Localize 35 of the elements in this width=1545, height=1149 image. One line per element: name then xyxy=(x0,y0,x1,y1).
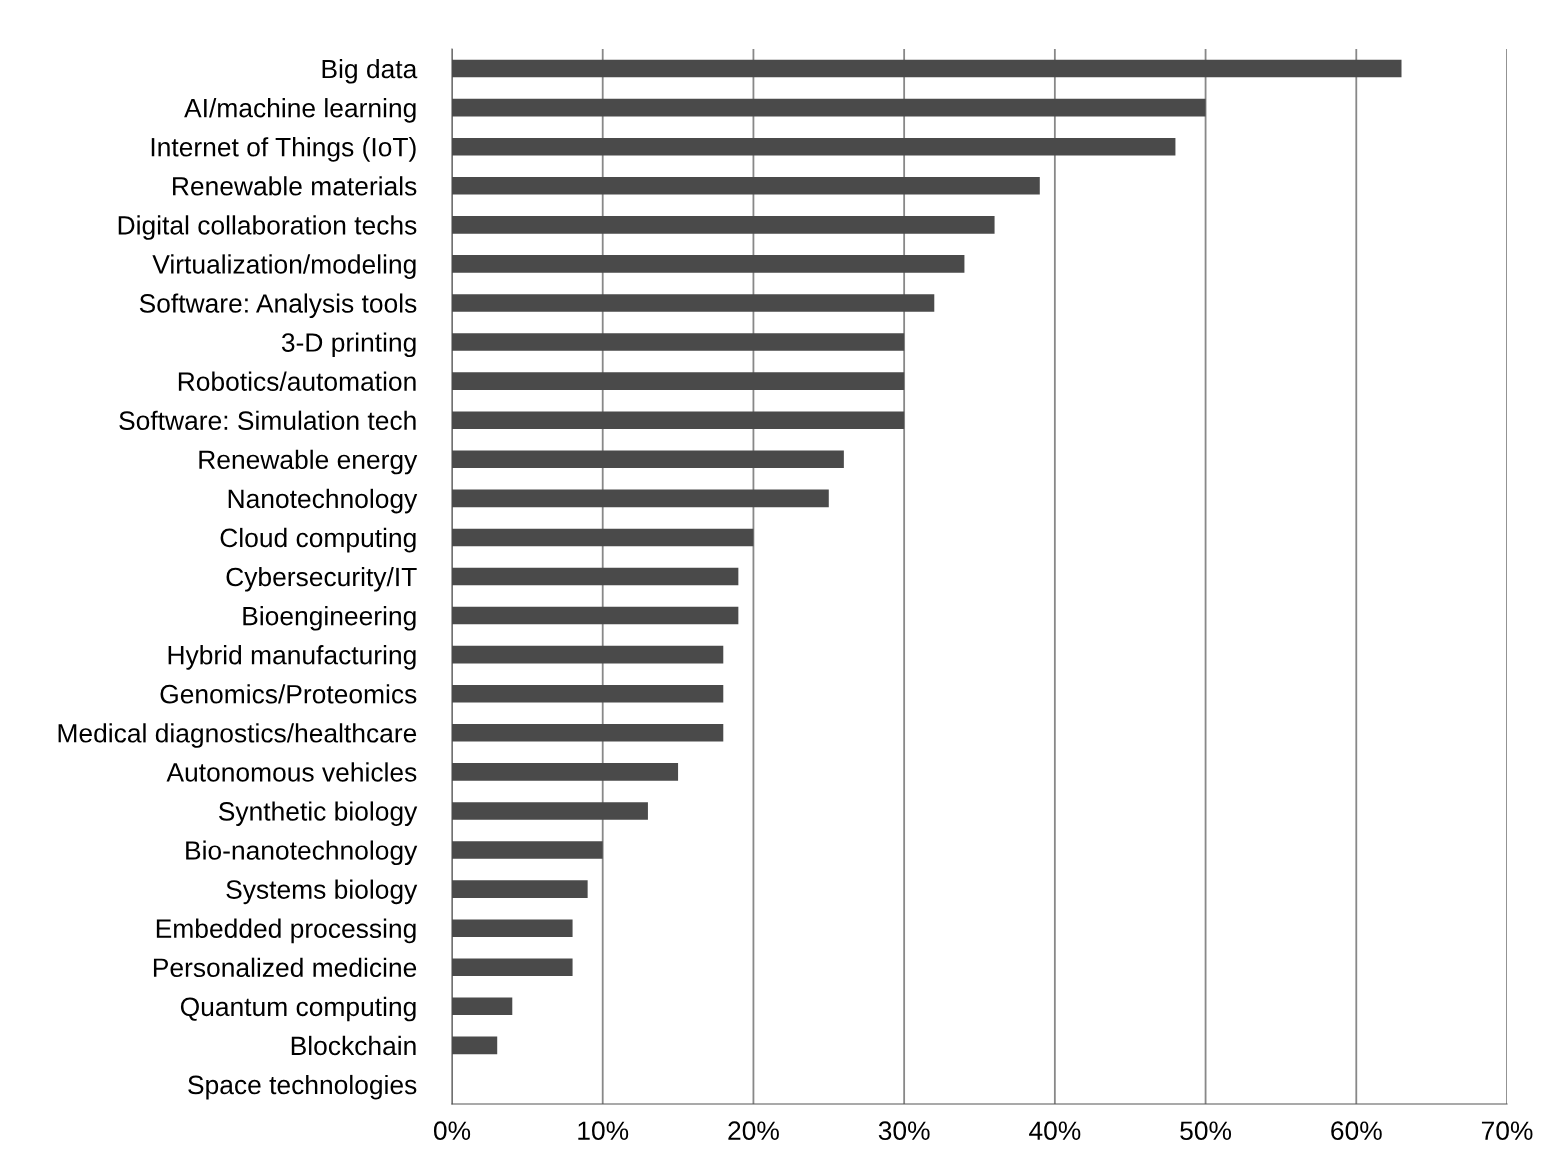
y-tick-label: Cloud computing xyxy=(220,527,416,553)
y-tick-label: Embedded processing xyxy=(156,918,416,944)
y-tick-label: Synthetic biology xyxy=(218,801,418,826)
y-tick-label: Big data xyxy=(322,58,418,84)
x-tick-label: 60% xyxy=(1331,1121,1382,1141)
x-tick-label: 20% xyxy=(728,1121,779,1141)
x-tick-label: 40% xyxy=(1029,1121,1081,1141)
y-tick-label: Renewable energy xyxy=(199,449,418,475)
y-tick-label: 3-D printing xyxy=(281,332,416,358)
y-tick-label: Personalized medicine xyxy=(153,957,417,978)
y-tick-label: Software: Analysis tools xyxy=(139,293,417,319)
y-tick-label: Genomics/Proteomics xyxy=(160,684,417,704)
x-tick-label: 10% xyxy=(578,1121,629,1141)
y-tick-label: Hybrid manufacturing xyxy=(168,645,416,670)
y-tick-label: Cybersecurity/IT xyxy=(226,566,417,592)
y-tick-label: Medical diagnostics/healthcare xyxy=(58,723,417,748)
x-tick-label: 50% xyxy=(1180,1121,1232,1141)
y-tick-label: Autonomous vehicles xyxy=(166,762,417,782)
y-tick-label: Virtualization/modeling xyxy=(152,254,416,279)
x-tick-label: 30% xyxy=(878,1121,930,1141)
y-tick-label: Internet of Things (IoT) xyxy=(151,137,416,162)
y-tick-label: Nanotechnology xyxy=(228,488,418,514)
x-tick-label: 0% xyxy=(433,1121,471,1141)
y-tick-label: Systems biology xyxy=(226,879,418,905)
y-tick-label: Bioengineering xyxy=(243,606,416,631)
x-tick-label: 70% xyxy=(1481,1121,1533,1141)
y-tick-label: Blockchain xyxy=(291,1035,416,1056)
y-tick-label: Robotics/automation xyxy=(178,371,416,391)
y-tick-label: Renewable materials xyxy=(173,176,417,196)
y-tick-label: AI/machine learning xyxy=(184,98,416,123)
y-tick-label: Bio-nanotechnology xyxy=(186,840,418,866)
y-tick-label: Space technologies xyxy=(188,1074,417,1100)
y-tick-label: Digital collaboration techs xyxy=(118,215,417,240)
y-tick-label: Quantum computing xyxy=(180,996,416,1022)
y-tick-label: Software: Simulation tech xyxy=(119,410,416,431)
